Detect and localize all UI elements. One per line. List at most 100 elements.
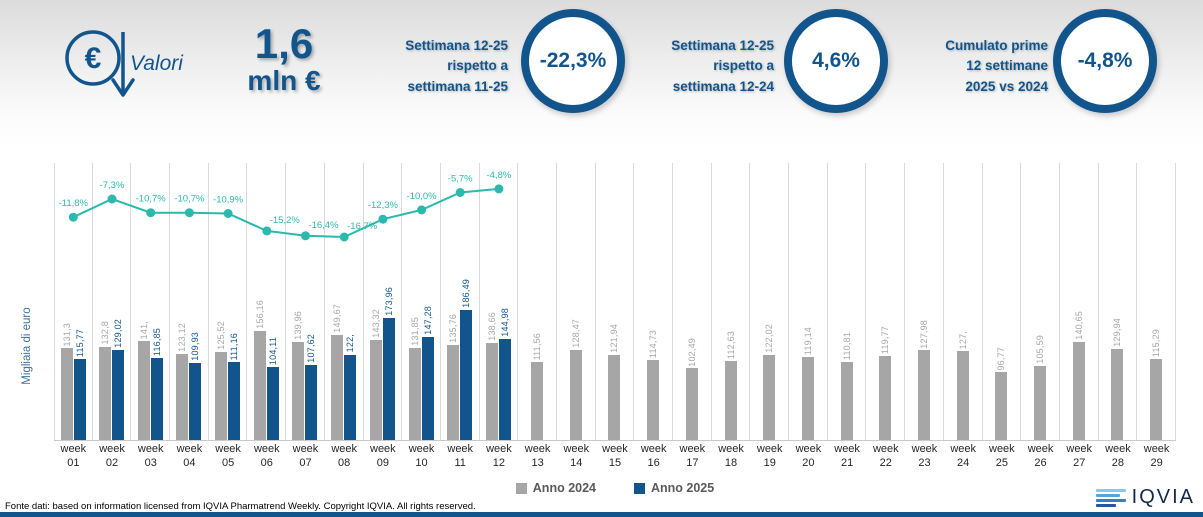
bar-value-label: 139,96 bbox=[293, 311, 304, 340]
bar-value-label: 111,16 bbox=[229, 332, 240, 361]
euro-down-icon: € bbox=[60, 18, 138, 113]
bar-value-label: 132,8 bbox=[100, 321, 111, 345]
chart-column-week-11: 135,76 186,49 bbox=[441, 163, 480, 440]
bar-value-label: 122, bbox=[345, 334, 356, 353]
bar-value-label: 140,65 bbox=[1073, 310, 1084, 340]
chart-column-week-19: 122,02 bbox=[750, 163, 790, 440]
bar-anno-2025-week-10 bbox=[421, 336, 434, 440]
bar-value-label: 114,73 bbox=[648, 329, 659, 358]
bar-anno-2024-week-16 bbox=[647, 359, 660, 440]
legend-item-anno-2025: Anno 2025 bbox=[634, 481, 714, 495]
x-axis-label-week-14: week 14 bbox=[563, 443, 590, 470]
chart-column-week-08: 149,67 122, bbox=[325, 163, 364, 440]
bar-anno-2025-week-06 bbox=[266, 367, 279, 440]
x-axis-label-week-19: week 19 bbox=[756, 443, 783, 470]
bar-value-label: 127, bbox=[957, 330, 968, 350]
bar-anno-2024-week-05 bbox=[215, 352, 228, 440]
bar-value-label: 125,52 bbox=[216, 321, 227, 351]
bar-anno-2025-week-08 bbox=[344, 354, 357, 440]
bar-anno-2025-week-12 bbox=[498, 338, 511, 440]
bar-anno-2024-week-02 bbox=[99, 347, 112, 440]
bar-value-label: 110,81 bbox=[841, 332, 852, 361]
bar-value-label: 129,02 bbox=[113, 318, 124, 348]
bar-anno-2024-week-23 bbox=[917, 350, 930, 440]
bar-value-label: 138,66 bbox=[486, 312, 497, 341]
legend-swatch-2025 bbox=[634, 482, 645, 494]
chart-column-week-16: 114,73 bbox=[634, 163, 673, 440]
legend-item-anno-2024: Anno 2024 bbox=[515, 481, 596, 495]
chart-column-week-15: 121,94 bbox=[596, 163, 635, 440]
x-axis-label-week-17: week 17 bbox=[679, 443, 706, 470]
bar-value-label: 119,14 bbox=[802, 326, 813, 355]
chart-column-week-26: 105,59 bbox=[1021, 163, 1060, 440]
bar-value-label: 173,96 bbox=[383, 287, 394, 317]
bar-value-label: 116,85 bbox=[151, 328, 162, 357]
total-metric: 1,6 mln € bbox=[236, 21, 332, 97]
bar-value-label: 143,32 bbox=[370, 308, 381, 338]
bar-value-label: 135,76 bbox=[448, 314, 459, 343]
bar-anno-2024-week-14 bbox=[569, 350, 582, 440]
source-note: Fonte dati: based on information license… bbox=[5, 501, 476, 512]
chart-column-week-07: 139,96 107,62 bbox=[286, 163, 325, 440]
bar-anno-2024-week-22 bbox=[879, 356, 892, 440]
bar-value-label: 105,59 bbox=[1035, 335, 1046, 365]
x-axis-label-week-15: week 15 bbox=[602, 443, 628, 470]
bar-anno-2024-week-10 bbox=[408, 347, 421, 440]
total-metric-unit: mln € bbox=[247, 65, 321, 97]
bar-anno-2025-week-07 bbox=[305, 364, 318, 440]
bar-value-label: 127,98 bbox=[918, 319, 929, 349]
bar-value-label: 141, bbox=[138, 320, 149, 340]
bar-anno-2024-week-07 bbox=[292, 342, 305, 440]
chart-column-week-22: 119,77 bbox=[866, 163, 906, 440]
bar-anno-2024-week-12 bbox=[485, 342, 498, 440]
bar-anno-2024-week-01 bbox=[60, 348, 73, 440]
bar-anno-2024-week-28 bbox=[1111, 349, 1124, 440]
bottom-accent-strip bbox=[0, 512, 1203, 517]
bar-anno-2024-week-04 bbox=[176, 353, 189, 440]
chart-column-week-14: 128,47 bbox=[557, 163, 596, 440]
bar-anno-2025-week-05 bbox=[228, 362, 241, 440]
x-axis-label-week-07: week 07 bbox=[292, 443, 319, 470]
x-axis-label-week-16: week 16 bbox=[640, 443, 667, 470]
chart-legend: Anno 2024 Anno 2025 bbox=[54, 481, 1176, 495]
kpi-1-value-circle: -22,3% bbox=[521, 9, 625, 113]
bar-anno-2024-week-29 bbox=[1150, 359, 1163, 440]
iqvia-logo: IQVIA bbox=[1095, 486, 1195, 509]
kpi-3-value: -4,8% bbox=[1077, 49, 1133, 72]
bar-anno-2025-week-04 bbox=[189, 363, 202, 440]
bar-value-label: 131,3 bbox=[61, 322, 72, 347]
bar-value-label: 112,63 bbox=[725, 331, 736, 360]
plot-columns: 131,3 115,77 132,8 129,02 141, 116,85 123,12 10… bbox=[54, 163, 1176, 441]
bar-anno-2024-week-08 bbox=[331, 335, 344, 440]
bar-anno-2024-week-26 bbox=[1034, 366, 1047, 440]
x-axis-label-week-05: week 05 bbox=[215, 443, 241, 470]
legend-label-2025: Anno 2025 bbox=[651, 481, 715, 495]
x-axis-label-week-23: week 23 bbox=[911, 443, 938, 470]
bar-anno-2025-week-09 bbox=[382, 318, 395, 440]
x-axis-label-week-09: week 09 bbox=[370, 443, 396, 470]
kpi-3-value-circle: -4,8% bbox=[1053, 9, 1157, 113]
bar-value-label: 122,02 bbox=[764, 323, 775, 353]
x-axis-label-week-08: week 08 bbox=[331, 443, 357, 470]
bar-anno-2025-week-11 bbox=[460, 309, 473, 440]
legend-swatch-2024 bbox=[515, 482, 527, 494]
x-axis-label-week-29: week 29 bbox=[1143, 443, 1170, 470]
chart-column-week-29: 115,29 bbox=[1137, 163, 1176, 440]
chart-column-week-24: 127, bbox=[944, 163, 983, 440]
x-axis-label-week-01: week 01 bbox=[60, 443, 87, 470]
bar-value-label: 102,49 bbox=[686, 337, 697, 367]
y-axis-title: Migliaia di euro bbox=[21, 307, 33, 385]
chart-column-week-27: 140,65 bbox=[1060, 163, 1099, 440]
bar-value-label: 123,12 bbox=[177, 323, 188, 352]
bar-anno-2025-week-03 bbox=[150, 358, 163, 440]
bar-value-label: 147,28 bbox=[422, 306, 433, 335]
bar-anno-2025-week-01 bbox=[73, 359, 86, 440]
chart-column-week-12: 138,66 144,98 bbox=[480, 163, 519, 440]
bar-value-label: 129,94 bbox=[1112, 318, 1123, 347]
bar-anno-2024-week-15 bbox=[608, 354, 621, 440]
chart-column-week-06: 156,16 104,11 bbox=[247, 163, 287, 440]
x-axis-label-week-10: week 10 bbox=[408, 443, 435, 470]
bar-anno-2024-week-24 bbox=[956, 351, 969, 440]
legend-label-2024: Anno 2024 bbox=[532, 481, 596, 495]
